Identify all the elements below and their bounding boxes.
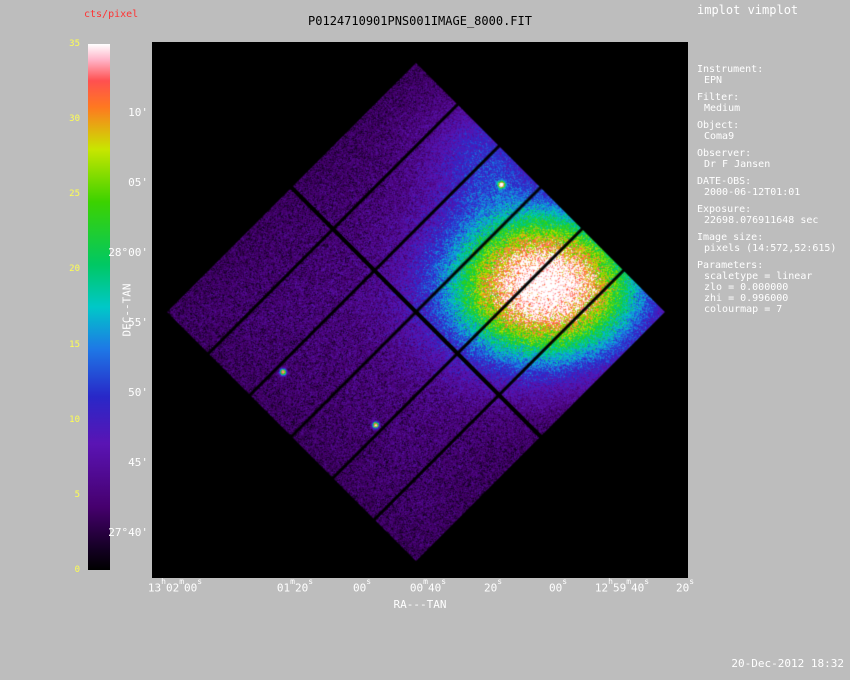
info-field-value: 2000-06-12T01:01 [697, 187, 847, 198]
colorbar-tick-label: 0 [75, 565, 80, 575]
xray-image-canvas [152, 42, 688, 578]
timestamp: 20-Dec-2012 18:32 [731, 657, 844, 670]
info-parameter-line: zhi = 0.996000 [697, 293, 847, 304]
info-field-label: Exposure: [697, 204, 847, 215]
colorbar-tick-label: 35 [69, 39, 80, 49]
x-tick-label: 00s [353, 580, 371, 595]
info-field-value: Dr F Jansen [697, 159, 847, 170]
y-tick-label: 45' [102, 456, 148, 469]
colorbar-tick-labels: 05101520253035 [50, 44, 82, 570]
x-axis-tick-labels: 13h02m00s01m20s00s00m40s20s00s12h59m40s2… [152, 580, 688, 594]
info-field-value: pixels (14:572,52:615) [697, 243, 847, 254]
info-field-label: Instrument: [697, 64, 847, 75]
colorbar-tick-label: 20 [69, 264, 80, 274]
info-parameter-line: colourmap = 7 [697, 304, 847, 315]
y-tick-label: 05' [102, 176, 148, 189]
info-field-value: Coma9 [697, 131, 847, 142]
colorbar-units-label: cts/pixel [84, 9, 138, 20]
info-field-value: 22698.076911648 sec [697, 215, 847, 226]
y-tick-label: 27°40' [102, 526, 148, 539]
colorbar-tick-label: 25 [69, 189, 80, 199]
x-axis-label: RA---TAN [152, 598, 688, 611]
y-axis-tick-labels: 10' 05' 28°00' 55' 50' 45' 27°40' [102, 42, 148, 578]
info-field-value: Medium [697, 103, 847, 114]
x-tick-label: 00s [549, 580, 567, 595]
info-field-label: Observer: [697, 148, 847, 159]
x-tick-label: 01m20s [277, 580, 313, 595]
info-field-value: EPN [697, 75, 847, 86]
info-parameter-line: scaletype = linear [697, 271, 847, 282]
implot-window: implot vimplot P0124710901PNS001IMAGE_80… [0, 0, 850, 680]
x-tick-label: 20s [676, 580, 694, 595]
y-tick-label: 10' [102, 106, 148, 119]
x-tick-label: 12h59m40s [595, 580, 649, 595]
info-field-label: DATE-OBS: [697, 176, 847, 187]
info-panel: Instrument:EPN Filter:Medium Object:Coma9 O… [697, 64, 847, 315]
x-tick-label: 13h02m00s [148, 580, 202, 595]
x-tick-label: 20s [484, 580, 502, 595]
plot-title: P0124710901PNS001IMAGE_8000.FIT [152, 14, 688, 28]
app-title: implot vimplot [697, 3, 798, 17]
y-tick-label: 55' [102, 316, 148, 329]
x-tick-label: 00m40s [410, 580, 446, 595]
info-field-label: Filter: [697, 92, 847, 103]
colorbar-tick-label: 15 [69, 340, 80, 350]
info-field-label: Object: [697, 120, 847, 131]
colorbar-tick-label: 5 [75, 490, 80, 500]
colorbar-tick-label: 10 [69, 415, 80, 425]
image-plot-area [152, 42, 688, 578]
colorbar-tick-label: 30 [69, 114, 80, 124]
y-tick-label: 28°00' [102, 246, 148, 259]
info-field-label: Image size: [697, 232, 847, 243]
info-parameter-line: zlo = 0.000000 [697, 282, 847, 293]
y-tick-label: 50' [102, 386, 148, 399]
info-parameters-label: Parameters: [697, 260, 847, 271]
